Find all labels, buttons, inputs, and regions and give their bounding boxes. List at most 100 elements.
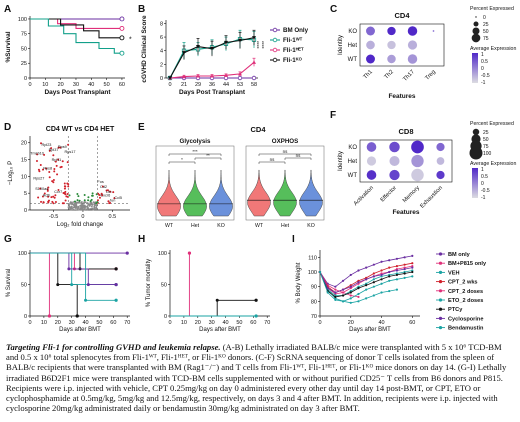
e-y-tick-label: 5 — [24, 191, 27, 197]
e-point — [59, 146, 62, 149]
b-point — [238, 38, 242, 43]
c-color-legend-label: 1 — [481, 52, 484, 58]
c-size-legend-dot — [475, 16, 477, 18]
e-point — [47, 195, 50, 198]
e-point — [91, 194, 94, 197]
i-x-tick-label: 0 — [318, 320, 321, 326]
a-series-end-marker — [119, 35, 125, 41]
f-violin-wt — [157, 170, 181, 217]
caption-title: Targeting Fli-1 for controlling GVHD and… — [6, 342, 221, 352]
d-dot — [436, 170, 445, 180]
panel-letter-g: G — [4, 234, 12, 245]
e-point — [61, 160, 64, 163]
e-point — [93, 206, 96, 209]
e-point — [68, 206, 71, 209]
h-x-tick-label: 0 — [168, 320, 171, 326]
i-point — [403, 276, 406, 279]
i-point — [349, 294, 352, 297]
e-point — [64, 199, 67, 202]
e-point — [69, 203, 71, 205]
i-x-tick-label: 40 — [378, 320, 384, 326]
e-x-tick-label: 0.5 — [109, 214, 117, 220]
e-gene-label: Fos — [97, 180, 103, 184]
b-x-tick-label: 0 — [168, 82, 171, 88]
e-point — [37, 196, 40, 199]
g-y-tick-label: 0 — [24, 314, 27, 320]
b-y-label: cGVHD Clinical Score — [141, 15, 148, 83]
a-x-tick-label: 10 — [42, 82, 48, 88]
b-point — [252, 36, 256, 40]
i-point — [395, 265, 399, 268]
i-legend-marker — [438, 307, 443, 311]
i-y-label: % Body Weight — [296, 262, 302, 303]
b-point — [252, 60, 256, 64]
e-point — [100, 192, 103, 195]
f-category-label: KO — [307, 223, 315, 229]
e-point — [109, 202, 112, 205]
d-size-legend-label: 100 — [483, 151, 492, 157]
panel-letter-h: H — [138, 234, 145, 245]
i-legend-label: VEH — [448, 270, 460, 276]
e-gene-label: Actb — [43, 194, 51, 198]
e-point — [52, 181, 55, 184]
e-point — [81, 203, 84, 206]
d-x-label: Features — [392, 209, 419, 216]
g-y-tick-label: 100 — [18, 251, 27, 257]
f-category-label: WT — [165, 223, 174, 229]
a-series-end-marker — [119, 16, 125, 22]
b-point — [224, 73, 228, 77]
e-point — [47, 199, 50, 202]
e-point — [87, 199, 90, 202]
e-gene-label: Rpl37 — [49, 148, 59, 152]
e-point — [91, 192, 94, 195]
e-point — [67, 143, 70, 146]
d-y-label: Identity — [337, 150, 344, 171]
d-size-legend-title: Percent Expressed — [470, 121, 514, 127]
e-point — [39, 187, 42, 190]
b-legend-marker — [272, 37, 278, 43]
g-x-tick-label: 70 — [124, 320, 130, 326]
d-color-legend-label: -0.5 — [481, 188, 490, 194]
i-point — [349, 285, 352, 288]
e-point — [50, 196, 53, 199]
e-point — [39, 163, 42, 166]
h-series-end-marker — [187, 251, 192, 255]
b-point — [210, 73, 214, 78]
e-point — [41, 168, 44, 171]
i-legend-marker — [438, 289, 443, 293]
b-point — [224, 40, 228, 45]
e-point — [42, 201, 45, 204]
c-size-legend-dot — [472, 27, 480, 35]
e-point — [91, 204, 94, 206]
c-color-legend-label: -0.5 — [481, 73, 490, 79]
a-x-tick-label: 60 — [119, 82, 125, 88]
a-y-tick-label: 25 — [21, 61, 27, 67]
i-point — [334, 288, 337, 291]
e-gene-label: Tmsb10 — [30, 152, 44, 156]
i-point — [326, 287, 329, 290]
e-point — [86, 202, 88, 205]
b-significance: **** — [262, 41, 268, 49]
d-dot — [366, 156, 377, 166]
g-series-end-marker — [114, 282, 118, 287]
e-point — [83, 199, 86, 202]
a-y-tick-label: 0 — [24, 76, 27, 82]
g-point — [84, 298, 88, 302]
i-point — [341, 291, 345, 294]
h-series-line — [170, 253, 190, 317]
c-size-legend-title: Percent Expressed — [470, 6, 514, 12]
a-x-tick-label: 20 — [58, 82, 64, 88]
b-legend-marker — [272, 27, 278, 33]
i-legend-marker — [438, 261, 443, 265]
e-point — [41, 195, 44, 198]
e-title: CD4 WT vs CD4 HET — [46, 126, 115, 133]
d-dot — [411, 154, 424, 168]
e-point — [45, 167, 48, 170]
i-point — [411, 266, 414, 269]
h-x-label: Days after BMT — [199, 327, 241, 333]
d-color-legend-bar — [472, 168, 478, 198]
e-point — [54, 194, 57, 197]
e-point — [36, 153, 39, 156]
e-point — [76, 207, 79, 210]
